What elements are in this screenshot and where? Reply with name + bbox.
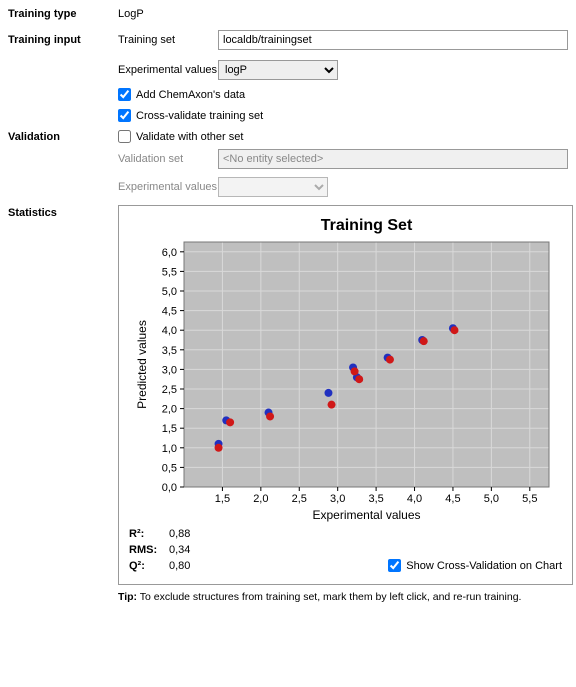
svg-text:3,0: 3,0 [162,364,177,376]
svg-text:Predicted values: Predicted values [135,320,149,409]
svg-text:2,0: 2,0 [162,404,177,416]
svg-text:3,5: 3,5 [368,493,383,505]
show-cross-validation-checkbox[interactable] [388,559,401,572]
tip-text: Tip: To exclude structures from training… [118,591,573,603]
rms-value: 0,34 [169,544,190,556]
svg-text:5,5: 5,5 [162,266,177,278]
svg-text:5,0: 5,0 [484,493,499,505]
cross-validate-label: Cross-validate training set [136,110,263,122]
q2-label: Q²: [129,560,169,572]
svg-text:0,0: 0,0 [162,482,177,494]
svg-text:1,0: 1,0 [162,443,177,455]
svg-text:4,5: 4,5 [162,306,177,318]
svg-text:5,0: 5,0 [162,286,177,298]
svg-text:6,0: 6,0 [162,247,177,259]
rms-label: RMS: [129,544,169,556]
experimental-values-label: Experimental values [118,64,218,76]
show-cross-validation-label: Show Cross-Validation on Chart [406,560,562,572]
cross-validate-checkbox[interactable] [118,109,131,122]
add-chemaxon-label: Add ChemAxon's data [136,89,245,101]
training-set-chart: 1,5 2,0 2,5 3,0 3,5 4,0 4,5 5,0 5,5 0,0 0,5 1,0 1,5 2… [129,212,559,522]
validate-other-checkbox[interactable] [118,130,131,143]
experimental-values-select[interactable]: logP [218,60,338,80]
r2-label: R²: [129,528,169,540]
svg-text:3,5: 3,5 [162,345,177,357]
svg-text:2,5: 2,5 [162,384,177,396]
validation-set-input [218,149,568,169]
svg-text:4,0: 4,0 [162,325,177,337]
svg-text:3,0: 3,0 [330,493,345,505]
training-type-value: LogP [118,8,144,20]
svg-text:2,5: 2,5 [292,493,307,505]
r2-value: 0,88 [169,528,190,540]
training-input-label: Training input [8,34,118,46]
validation-exp-values-label: Experimental values [118,181,218,193]
training-type-label: Training type [8,8,118,20]
add-chemaxon-checkbox[interactable] [118,88,131,101]
svg-text:Experimental values: Experimental values [312,508,420,522]
validation-label: Validation [8,131,118,143]
svg-text:1,5: 1,5 [215,493,230,505]
statistics-panel: 1,5 2,0 2,5 3,0 3,5 4,0 4,5 5,0 5,5 0,0 0,5 1,0 1,5 2… [118,205,573,585]
validation-exp-values-select [218,177,328,197]
q2-value: 0,80 [169,560,190,572]
svg-text:4,5: 4,5 [445,493,460,505]
svg-text:5,5: 5,5 [522,493,537,505]
svg-text:2,0: 2,0 [253,493,268,505]
training-set-label: Training set [118,34,218,46]
validate-other-label: Validate with other set [136,131,243,143]
training-set-input[interactable] [218,30,568,50]
svg-text:4,0: 4,0 [407,493,422,505]
svg-text:0,5: 0,5 [162,462,177,474]
validation-set-label: Validation set [118,153,218,165]
svg-text:1,5: 1,5 [162,423,177,435]
svg-text:Training Set: Training Set [321,217,413,234]
